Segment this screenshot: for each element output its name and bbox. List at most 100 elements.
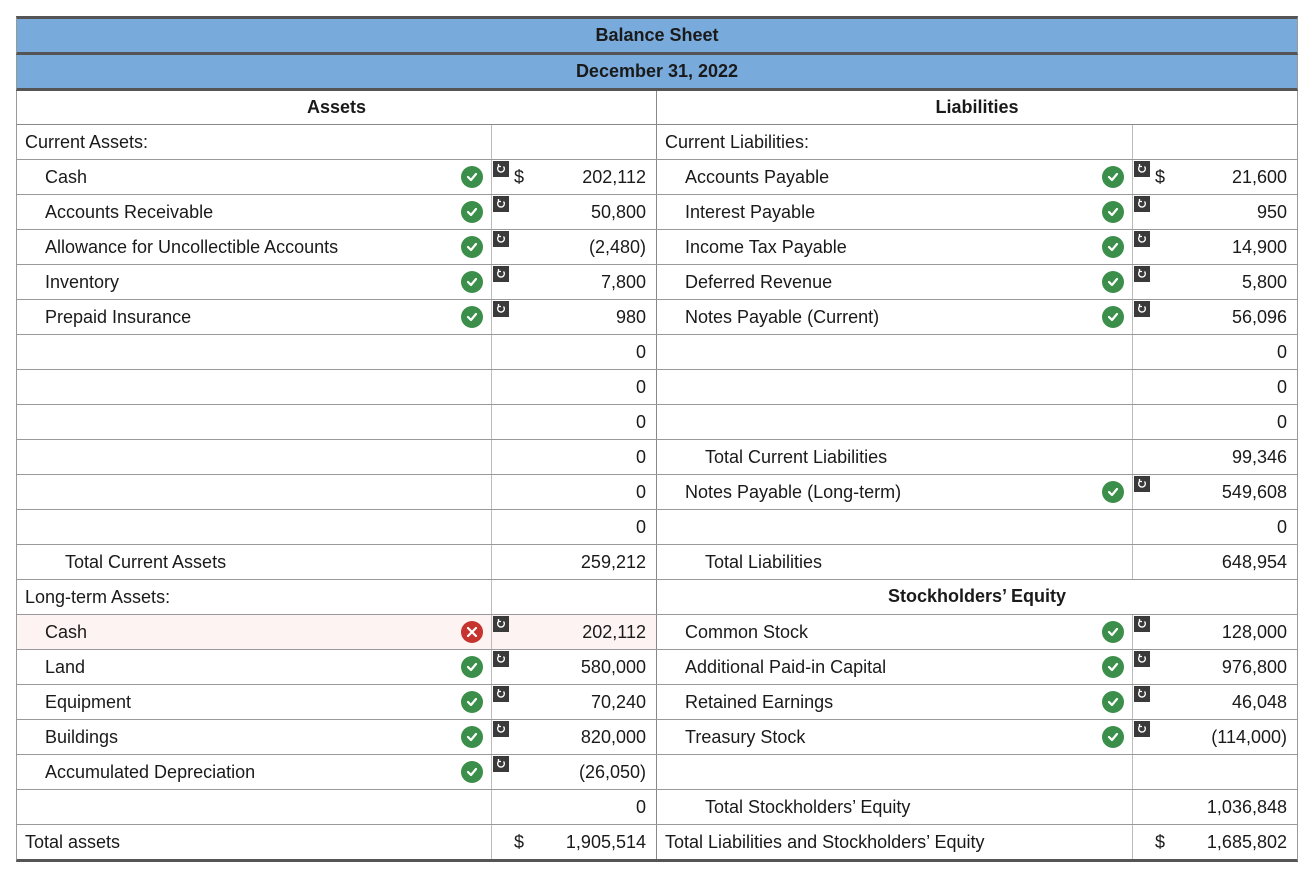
undo-icon[interactable] — [1134, 686, 1150, 702]
amount-cell[interactable]: $1,685,802 — [1133, 825, 1297, 859]
empty-amount-cell[interactable] — [492, 580, 656, 614]
currency-symbol: $ — [514, 167, 524, 188]
check-icon — [461, 236, 483, 258]
undo-icon[interactable] — [1134, 476, 1150, 492]
amount-cell[interactable]: (114,000) — [1133, 720, 1297, 754]
amount-cell[interactable]: 50,800 — [492, 195, 656, 229]
amount-cell[interactable]: 0 — [492, 510, 656, 544]
amount-cell[interactable]: 128,000 — [1133, 615, 1297, 649]
undo-icon[interactable] — [493, 161, 509, 177]
amount-cell[interactable]: 0 — [492, 475, 656, 509]
amount-cell[interactable]: 56,096 — [1133, 300, 1297, 334]
undo-icon[interactable] — [493, 756, 509, 772]
account-label[interactable]: Inventory — [17, 265, 492, 299]
currency-symbol: $ — [1155, 167, 1165, 188]
undo-icon[interactable] — [1134, 301, 1150, 317]
table-row: Additional Paid-in Capital 976,800 — [657, 650, 1297, 684]
amount-cell[interactable]: 14,900 — [1133, 230, 1297, 264]
undo-icon[interactable] — [1134, 721, 1150, 737]
table-row: 0 — [657, 335, 1297, 369]
empty-amount-cell[interactable] — [1133, 755, 1297, 789]
amount-cell[interactable]: 580,000 — [492, 650, 656, 684]
account-label — [17, 790, 492, 824]
table-row: Cash$202,112 — [17, 160, 657, 194]
table-row: Buildings820,000 — [17, 720, 657, 754]
amount-cell[interactable]: 0 — [1133, 335, 1297, 369]
account-label[interactable]: Prepaid Insurance — [17, 300, 492, 334]
amount-cell[interactable]: 259,212 — [492, 545, 656, 579]
account-label[interactable]: Land — [17, 650, 492, 684]
empty-amount-cell[interactable] — [1133, 125, 1297, 159]
account-label[interactable]: Treasury Stock — [657, 720, 1133, 754]
amount-cell[interactable]: 0 — [492, 405, 656, 439]
sheet-date: December 31, 2022 — [16, 55, 1298, 91]
undo-icon[interactable] — [1134, 196, 1150, 212]
amount-cell[interactable]: 820,000 — [492, 720, 656, 754]
amount-cell[interactable]: $21,600 — [1133, 160, 1297, 194]
account-label[interactable]: Notes Payable (Long-term) — [657, 475, 1133, 509]
undo-icon[interactable] — [493, 686, 509, 702]
amount-cell[interactable]: 976,800 — [1133, 650, 1297, 684]
account-label[interactable]: Accounts Receivable — [17, 195, 492, 229]
undo-icon[interactable] — [1134, 161, 1150, 177]
assets-header: Assets — [16, 91, 657, 125]
account-label: Long-term Assets: — [17, 580, 492, 614]
amount-cell[interactable]: 7,800 — [492, 265, 656, 299]
amount-cell[interactable]: 5,800 — [1133, 265, 1297, 299]
amount-cell[interactable]: 0 — [1133, 370, 1297, 404]
account-label[interactable]: Retained Earnings — [657, 685, 1133, 719]
undo-icon[interactable] — [493, 301, 509, 317]
amount-cell[interactable]: 0 — [492, 335, 656, 369]
amount-cell[interactable]: 0 — [492, 440, 656, 474]
amount: 549,608 — [1222, 482, 1287, 503]
amount-cell[interactable]: 1,036,848 — [1133, 790, 1297, 824]
amount: 580,000 — [581, 657, 646, 678]
account-label[interactable]: Accumulated Depreciation — [17, 755, 492, 789]
amount-cell[interactable]: 950 — [1133, 195, 1297, 229]
amount-cell[interactable]: $202,112 — [492, 160, 656, 194]
undo-icon[interactable] — [493, 721, 509, 737]
amount-cell[interactable]: 46,048 — [1133, 685, 1297, 719]
currency-symbol: $ — [514, 832, 524, 853]
account-label[interactable]: Buildings — [17, 720, 492, 754]
sheet-row: Current Assets:Current Liabilities: — [16, 125, 1298, 160]
empty-amount-cell[interactable] — [492, 125, 656, 159]
undo-icon[interactable] — [493, 196, 509, 212]
account-label[interactable]: Equipment — [17, 685, 492, 719]
check-icon — [1102, 726, 1124, 748]
amount-cell[interactable]: 99,346 — [1133, 440, 1297, 474]
account-label[interactable]: Cash — [17, 615, 492, 649]
undo-icon[interactable] — [1134, 651, 1150, 667]
amount-cell[interactable]: 980 — [492, 300, 656, 334]
amount-cell[interactable]: 70,240 — [492, 685, 656, 719]
amount-cell[interactable]: 0 — [492, 370, 656, 404]
amount: 976,800 — [1222, 657, 1287, 678]
amount-cell[interactable]: 0 — [492, 790, 656, 824]
undo-icon[interactable] — [493, 266, 509, 282]
account-label[interactable]: Accounts Payable — [657, 160, 1133, 194]
account-label — [657, 405, 1133, 439]
account-label[interactable]: Cash — [17, 160, 492, 194]
account-label[interactable]: Common Stock — [657, 615, 1133, 649]
account-label[interactable]: Interest Payable — [657, 195, 1133, 229]
amount-cell[interactable]: $1,905,514 — [492, 825, 656, 859]
account-label[interactable]: Deferred Revenue — [657, 265, 1133, 299]
undo-icon[interactable] — [493, 231, 509, 247]
amount-cell[interactable]: 202,112 — [492, 615, 656, 649]
amount-cell[interactable]: (26,050) — [492, 755, 656, 789]
amount-cell[interactable]: 549,608 — [1133, 475, 1297, 509]
undo-icon[interactable] — [1134, 266, 1150, 282]
undo-icon[interactable] — [493, 616, 509, 632]
undo-icon[interactable] — [1134, 231, 1150, 247]
account-label[interactable]: Additional Paid-in Capital — [657, 650, 1133, 684]
amount-cell[interactable]: 648,954 — [1133, 545, 1297, 579]
amount-cell[interactable]: (2,480) — [492, 230, 656, 264]
account-label[interactable]: Income Tax Payable — [657, 230, 1133, 264]
amount-cell[interactable]: 0 — [1133, 405, 1297, 439]
undo-icon[interactable] — [1134, 616, 1150, 632]
account-label[interactable]: Allowance for Uncollectible Accounts — [17, 230, 492, 264]
account-name: Notes Payable (Long-term) — [685, 482, 1102, 503]
account-label[interactable]: Notes Payable (Current) — [657, 300, 1133, 334]
undo-icon[interactable] — [493, 651, 509, 667]
amount-cell[interactable]: 0 — [1133, 510, 1297, 544]
